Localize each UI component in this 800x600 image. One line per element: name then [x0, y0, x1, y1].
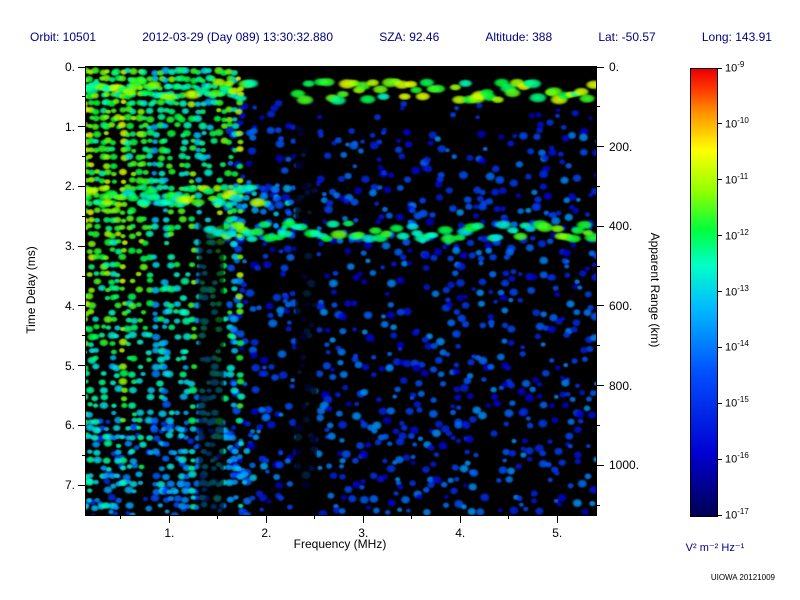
y-right-minor-tick	[596, 265, 600, 267]
colorbar-tick-label: 10-13	[725, 283, 749, 299]
y-right-minor-tick	[596, 345, 600, 347]
y-right-major-tick	[596, 385, 604, 387]
y-right-tick-label: 800.	[609, 378, 633, 393]
y-left-major-tick	[78, 305, 86, 307]
colorbar-canvas	[691, 69, 717, 516]
watermark: UIOWA 20121009	[710, 573, 775, 582]
y-right-tick-label: 600.	[609, 298, 633, 313]
y-left-tick-label: 0.	[64, 60, 75, 74]
y-left-major-tick	[78, 245, 86, 247]
header-sza: SZA: 92.46	[379, 30, 440, 44]
x-minor-tick	[120, 515, 122, 519]
x-major-tick	[168, 515, 170, 523]
y-axis-label-right: Apparent Range (km)	[648, 232, 662, 348]
x-tick-label: 4.	[455, 526, 466, 540]
y-axis-label-left: Time Delay (ms)	[24, 246, 38, 334]
x-minor-tick	[411, 515, 413, 519]
colorbar-tick	[717, 514, 722, 516]
y-left-tick-label: 4.	[64, 298, 75, 313]
colorbar-tick	[717, 67, 722, 69]
colorbar-tick	[717, 123, 722, 125]
header-orbit: Orbit: 10501	[30, 30, 97, 44]
colorbar-tick	[717, 179, 722, 181]
y-left-minor-tick	[82, 275, 86, 277]
y-left-minor-tick	[82, 395, 86, 397]
colorbar-tick-label: 10-11	[725, 171, 749, 187]
y-right-minor-tick	[596, 504, 600, 506]
x-major-tick	[265, 515, 267, 523]
y-right-minor-tick	[596, 185, 600, 187]
header-datetime: 2012-03-29 (Day 089) 13:30:32.880	[142, 30, 334, 44]
y-left-minor-tick	[82, 215, 86, 217]
x-major-tick	[556, 515, 558, 523]
y-right-major-tick	[596, 305, 604, 307]
y-left-major-tick	[78, 126, 86, 128]
colorbar-tick	[717, 291, 722, 292]
y-right-major-tick	[596, 225, 604, 227]
y-left-major-tick	[78, 365, 86, 367]
y-left-tick-label: 3.	[64, 239, 75, 254]
colorbar-units-label: V² m⁻² Hz⁻¹	[685, 542, 745, 554]
colorbar-tick	[717, 346, 722, 348]
y-left-tick-label: 7.	[64, 478, 75, 493]
x-axis-label: Frequency (MHz)	[293, 537, 387, 551]
spectrogram-canvas	[86, 67, 596, 515]
colorbar-tick	[717, 402, 722, 404]
colorbar-tick-label: 10-16	[725, 451, 749, 466]
y-left-tick-label: 1.	[64, 119, 75, 134]
y-right-tick-label: 400.	[609, 219, 633, 234]
plot-area: 0. 1. 2. 3. 4. 5. 6. 7. 0. 200. 400. 600. 800. 1000. 1…	[65, 60, 639, 540]
colorbar-tick-label: 10-17	[725, 507, 749, 522]
colorbar-tick	[717, 458, 722, 460]
y-left-major-tick	[78, 484, 86, 486]
y-left-minor-tick	[82, 454, 86, 456]
x-minor-tick	[508, 515, 510, 519]
y-left-tick-label: 2.	[64, 179, 75, 194]
y-right-minor-tick	[596, 424, 600, 426]
colorbar-tick-label: 10-12	[725, 227, 749, 243]
x-tick-label: 5.	[552, 526, 563, 540]
y-left-tick-label: 6.	[64, 418, 75, 433]
colorbar-tick-label: 10-14	[725, 339, 749, 355]
header-longitude: Long: 143.91	[701, 30, 772, 44]
y-left-minor-tick	[82, 156, 86, 158]
colorbar-tick-label: 10-15	[725, 395, 749, 410]
y-right-tick-label: 200.	[609, 139, 633, 154]
y-right-tick-label: 0.	[609, 60, 620, 74]
y-left-minor-tick	[82, 96, 86, 98]
y-left-major-tick	[78, 424, 86, 426]
x-tick-label: 1.	[164, 526, 175, 540]
header-info: Orbit: 10501 2012-03-29 (Day 089) 13:30:…	[30, 30, 772, 44]
x-major-tick	[459, 515, 461, 523]
colorbar-tick-label: 10-10	[725, 115, 749, 131]
colorbar-tick-label: 10-9	[725, 60, 745, 75]
y-left-minor-tick	[82, 335, 86, 337]
header-latitude: Lat: -50.57	[598, 30, 656, 44]
y-right-major-tick	[596, 464, 604, 466]
y-right-tick-label: 1000.	[609, 458, 640, 473]
y-left-major-tick	[78, 185, 86, 187]
x-minor-tick	[314, 515, 316, 519]
colorbar	[690, 68, 718, 517]
y-left-tick-label: 5.	[64, 358, 75, 373]
y-right-major-tick	[596, 146, 604, 148]
x-tick-label: 2.	[261, 526, 272, 540]
header-altitude: Altitude: 388	[485, 30, 553, 44]
x-minor-tick	[217, 515, 219, 519]
y-left-major-tick	[78, 66, 86, 68]
colorbar-tick	[717, 235, 722, 237]
y-right-minor-tick	[596, 106, 600, 108]
x-major-tick	[362, 515, 364, 523]
y-right-major-tick	[596, 66, 604, 68]
x-tick-label: 3.	[358, 526, 369, 540]
